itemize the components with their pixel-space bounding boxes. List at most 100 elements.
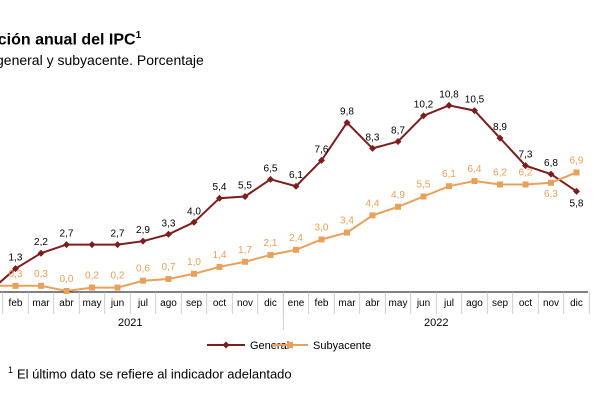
data-label-subyacente: 0,3 — [34, 269, 48, 280]
data-point-subyacente — [114, 284, 121, 291]
chart-title: ución anual del IPC1 — [0, 30, 142, 49]
legend-label-subyacente: Subyacente — [313, 340, 371, 352]
data-label-subyacente: 1,7 — [238, 245, 252, 256]
data-label-subyacente: 4,4 — [366, 198, 380, 209]
data-label-subyacente: 0,6 — [136, 264, 150, 275]
data-point-subyacente — [573, 169, 580, 176]
legend-label-general: General — [250, 340, 289, 352]
data-point-subyacente — [242, 258, 248, 265]
legend-marker-general — [222, 341, 230, 349]
data-point-general — [165, 230, 172, 238]
data-label-general: 5,4 — [213, 182, 227, 193]
data-label-general: 10,5 — [465, 95, 485, 106]
data-label-general: 4,0 — [187, 206, 201, 217]
data-point-subyacente — [420, 193, 427, 200]
chart-subtitle: general y subyacente. Porcentaje — [0, 52, 204, 68]
data-label-general: 8,7 — [391, 126, 405, 137]
data-label-subyacente: 6,1 — [442, 169, 456, 180]
data-point-general — [547, 170, 555, 178]
data-point-general — [420, 112, 427, 120]
data-point-subyacente — [140, 277, 146, 284]
data-point-subyacente — [318, 236, 325, 243]
data-label-general: 2,7 — [60, 229, 74, 240]
data-label-general: 8,9 — [493, 122, 507, 133]
data-label-subyacente: 6,9 — [570, 155, 584, 166]
data-point-general — [190, 218, 198, 226]
data-label-subyacente: 5,5 — [417, 180, 431, 191]
data-point-general — [63, 241, 70, 249]
data-point-subyacente — [191, 270, 197, 277]
data-label-subyacente: 6,2 — [519, 167, 533, 178]
data-label-general: 2,2 — [34, 237, 48, 248]
data-point-general — [343, 119, 351, 127]
x-tick-label: may — [389, 298, 408, 309]
data-point-subyacente — [369, 212, 376, 219]
data-point-general — [88, 241, 96, 249]
data-point-subyacente — [548, 179, 554, 186]
data-label-general: 1,3 — [9, 253, 23, 264]
x-tick-label: nov — [237, 298, 253, 309]
data-point-subyacente — [63, 288, 70, 294]
data-point-subyacente — [497, 181, 503, 188]
data-label-subyacente: 6,2 — [493, 167, 507, 178]
series-line-subyacente — [0, 171, 577, 293]
x-tick-label: ago — [466, 298, 483, 309]
data-label-general: 5,8 — [570, 198, 584, 209]
data-point-subyacente — [165, 275, 172, 282]
data-point-general — [471, 107, 478, 115]
x-tick-label: sep — [186, 298, 203, 309]
data-point-general — [241, 193, 249, 200]
data-label-general: 7,6 — [315, 144, 329, 155]
data-label-subyacente: 0,0 — [60, 274, 74, 285]
data-point-general — [369, 144, 376, 152]
data-label-general: 8,3 — [366, 132, 380, 143]
x-tick-label: dic — [570, 298, 583, 309]
data-point-subyacente — [12, 282, 19, 289]
data-label-general: 9,8 — [340, 107, 354, 118]
x-tick-label: oct — [213, 298, 227, 309]
x-tick-label: mar — [32, 298, 50, 309]
x-tick-label: mar — [338, 298, 356, 309]
x-tick-label: jul — [443, 298, 454, 309]
x-tick-label: sep — [492, 298, 509, 309]
data-label-general: 10,8 — [439, 89, 459, 100]
data-point-subyacente — [293, 246, 299, 253]
data-point-general — [12, 265, 19, 273]
footnote: 1 El último dato se refiere al indicador … — [8, 365, 292, 382]
x-tick-label: ago — [160, 298, 177, 309]
data-point-general — [394, 138, 402, 146]
data-point-general — [114, 241, 121, 249]
data-label-general: 10,2 — [414, 100, 434, 111]
x-tick-label: oct — [519, 298, 533, 309]
x-tick-label: dic — [264, 298, 277, 309]
data-label-subyacente: 2,1 — [264, 238, 278, 249]
data-point-subyacente — [344, 229, 350, 236]
data-point-general — [216, 194, 223, 202]
data-point-subyacente — [446, 183, 452, 190]
data-point-subyacente — [38, 282, 44, 289]
data-point-general — [522, 162, 529, 170]
year-label: 2021 — [118, 317, 142, 329]
data-label-subyacente: 2,4 — [289, 233, 303, 244]
data-point-general — [37, 249, 45, 257]
x-tick-label: feb — [9, 298, 23, 309]
data-label-subyacente: 3,0 — [315, 222, 329, 233]
data-label-general: 6,5 — [264, 163, 278, 174]
data-point-general — [445, 101, 453, 109]
data-label-subyacente: 1,0 — [187, 257, 201, 268]
x-tick-label: abr — [59, 298, 74, 309]
legend-marker-subyacente — [287, 342, 293, 348]
data-label-general: 5,5 — [238, 181, 252, 192]
data-point-subyacente — [89, 284, 95, 291]
data-label-subyacente: 0,2 — [85, 271, 99, 282]
data-label-subyacente: 6,4 — [468, 164, 482, 175]
data-label-subyacente: 6,3 — [544, 189, 558, 200]
x-tick-label: may — [83, 298, 102, 309]
data-point-subyacente — [216, 263, 223, 270]
x-tick-label: jun — [110, 298, 124, 309]
data-label-general: 7,3 — [519, 150, 533, 161]
data-point-subyacente — [267, 251, 274, 258]
series-line-general — [0, 104, 578, 284]
x-tick-label: ene — [288, 298, 305, 309]
